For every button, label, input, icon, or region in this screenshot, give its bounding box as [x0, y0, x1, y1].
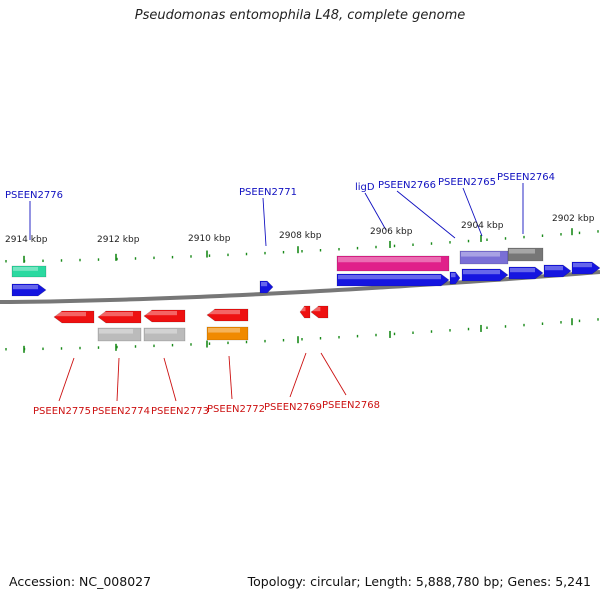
map-title: Pseudomonas entomophila L48, complete ge… [134, 8, 466, 23]
reverse-gene-label: PSEEN2773 [151, 406, 209, 417]
accession-text: Accession: NC_008027 [9, 574, 152, 589]
forward-gene-label: PSEEN2764 [497, 172, 555, 183]
forward-leader-line [262, 197, 267, 247]
reverse-cds-highlight [312, 307, 321, 312]
forward-cds-ligd-highlight [338, 275, 441, 280]
reverse-cds-highlight [99, 312, 133, 317]
forward-leader-line [462, 187, 483, 237]
labels-group: 2914 kbp 2912 kbp 2910 kbp 2908 kbp 2906 kbp… [5, 172, 595, 417]
forward-gene-label: PSEEN2766 [378, 180, 436, 191]
tick-label: 2914 kbp [5, 235, 48, 245]
reverse-leader-line [116, 357, 120, 402]
forward-cds-pseen2764-highlight [510, 268, 535, 273]
ticks-group [5, 228, 599, 353]
tick-label: 2906 kbp [370, 227, 413, 237]
tick-label: 2912 kbp [97, 235, 140, 245]
light-gray-feature [97, 327, 142, 342]
light-gray-feature-highlight [99, 329, 133, 334]
tick-label: 2908 kbp [279, 231, 322, 241]
reverse-cds-highlight [301, 307, 306, 312]
magenta-feature [336, 255, 450, 272]
orange-feature [206, 326, 249, 341]
forward-cds-pseen2765 [461, 268, 509, 282]
genome-summary-text: Topology: circular; Length: 5,888,780 bp… [247, 574, 591, 589]
reverse-gene-label: PSEEN2774 [92, 406, 150, 417]
reverse-cds [299, 305, 311, 319]
reverse-cds-highlight [145, 311, 177, 316]
tick-label: 2902 kbp [552, 214, 595, 224]
gray-feature [507, 247, 544, 262]
forward-cds-pseen2776 [11, 283, 47, 297]
magenta-feature-highlight [338, 257, 441, 263]
forward-cds-pseen2765-highlight [463, 270, 500, 275]
reverse-gene-label: PSEEN2768 [322, 400, 380, 411]
forward-cds-ligd [336, 273, 450, 287]
forward-leader-line [396, 190, 456, 239]
forward-cds-forward-cds [571, 261, 600, 275]
purple-feature [459, 250, 509, 265]
forward-cds-pseen2766-highlight [451, 273, 456, 278]
forward-cds-forward-cds-highlight [573, 263, 592, 268]
forward-cds-forward-cds [543, 264, 572, 278]
reverse-leader-line [320, 352, 347, 396]
reverse-leader-line [228, 355, 233, 400]
green-feature [11, 265, 47, 278]
light-gray-feature-highlight [145, 329, 177, 334]
forward-leader-line [364, 192, 387, 231]
features-group [11, 247, 600, 342]
reverse-leader-line [58, 357, 75, 402]
forward-gene-label: PSEEN2776 [5, 190, 63, 201]
reverse-cds [143, 309, 186, 323]
reverse-cds-highlight [55, 312, 86, 317]
forward-gene-label: PSEEN2771 [239, 187, 297, 198]
forward-cds-pseen2771 [259, 280, 274, 294]
tick-label: 2910 kbp [188, 234, 231, 244]
reverse-gene-label: PSEEN2775 [33, 406, 91, 417]
reverse-cds [97, 310, 142, 324]
forward-gene-label: PSEEN2765 [438, 177, 496, 188]
reverse-cds [206, 308, 249, 322]
reverse-cds [53, 310, 95, 324]
forward-cds-pseen2766 [449, 271, 461, 285]
forward-cds-pseen2771-highlight [261, 282, 268, 287]
reverse-cds [310, 305, 329, 319]
green-feature-highlight [13, 267, 38, 271]
reverse-leader-line [163, 357, 177, 402]
leaders-group [29, 183, 524, 402]
orange-feature-highlight [208, 328, 240, 333]
reverse-cds-highlight [208, 310, 240, 315]
tick-label: 2904 kbp [461, 221, 504, 231]
light-gray-feature [143, 327, 186, 342]
gray-feature-highlight [509, 249, 535, 254]
forward-cds-pseen2764 [508, 266, 544, 280]
reverse-gene-label: PSEEN2769 [264, 402, 322, 413]
forward-gene-label: ligD [355, 182, 375, 193]
purple-feature-highlight [461, 252, 500, 257]
forward-cds-forward-cds-highlight [545, 266, 563, 271]
reverse-leader-line [289, 352, 307, 398]
reverse-gene-label: PSEEN2772 [207, 404, 265, 415]
forward-cds-pseen2776-highlight [13, 285, 38, 290]
